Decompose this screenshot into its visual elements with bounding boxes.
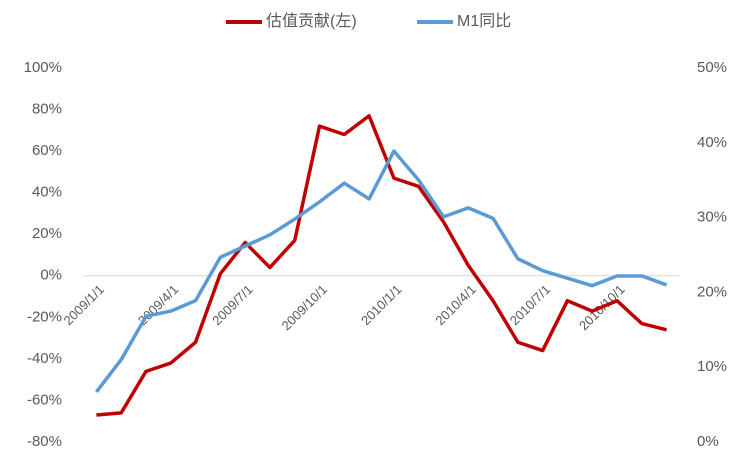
y-tick-label: 60% bbox=[32, 142, 62, 159]
y-tick-label: -60% bbox=[27, 391, 62, 408]
y2-tick-label: 10% bbox=[697, 358, 727, 375]
y2-tick-label: 50% bbox=[697, 59, 727, 76]
y-tick-label: 100% bbox=[24, 59, 62, 76]
legend-label: M1同比 bbox=[457, 12, 511, 30]
x-tick-label: 2010/7/1 bbox=[507, 282, 553, 328]
y-tick-label: -40% bbox=[27, 350, 62, 367]
x-tick-label: 2009/10/1 bbox=[279, 282, 331, 334]
y-tick-label: 0% bbox=[40, 267, 62, 284]
y-tick-label: -80% bbox=[27, 433, 62, 450]
x-tick-label: 2010/1/1 bbox=[358, 282, 404, 328]
y2-tick-label: 0% bbox=[697, 433, 719, 450]
y2-tick-label: 40% bbox=[697, 134, 727, 151]
legend-label: 估值贡献(左) bbox=[266, 12, 357, 30]
y2-tick-label: 20% bbox=[697, 283, 727, 300]
y-tick-label: -20% bbox=[27, 308, 62, 325]
x-tick-label: 2010/4/1 bbox=[432, 282, 478, 328]
y-tick-label: 80% bbox=[32, 101, 62, 118]
y2-tick-label: 30% bbox=[697, 209, 727, 226]
series-line bbox=[95, 149, 668, 393]
series-line bbox=[96, 114, 668, 417]
x-tick-label: 2009/1/1 bbox=[61, 282, 107, 328]
y-tick-label: 40% bbox=[32, 184, 62, 201]
y-tick-label: 20% bbox=[32, 225, 62, 242]
